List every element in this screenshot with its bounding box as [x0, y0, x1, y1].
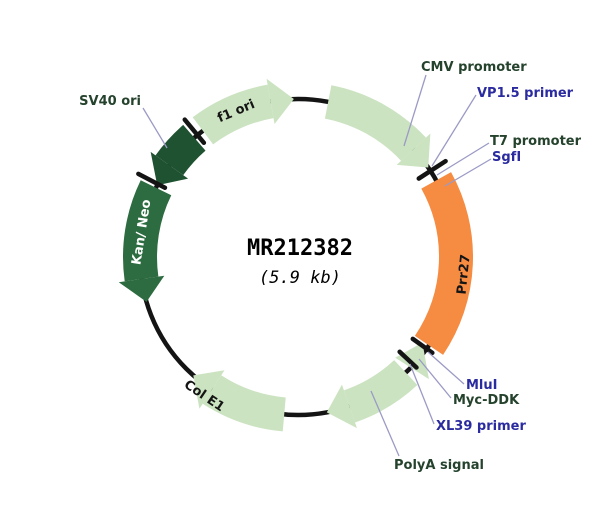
t7-promoter-leader-line: [436, 142, 490, 176]
cmv-promoter-label: CMV promoter: [421, 60, 527, 75]
kan-neo-arrowhead: [118, 275, 165, 302]
sgfi-site-leader-line: [444, 158, 492, 187]
cmv-promoter-band-band: [324, 85, 426, 162]
polya-signal-leader-line: [370, 390, 400, 457]
restriction-tick: [136, 171, 168, 190]
prr27-orf-band: [414, 172, 473, 355]
cmv-promoter-leader-line: [403, 74, 427, 147]
myc-ddk-label: Myc-DDK: [453, 393, 520, 408]
prr27-orf-label: Prr27: [455, 254, 474, 296]
vp15-primer-label: VP1.5 primer: [477, 86, 574, 101]
f1-ori-band: [192, 84, 274, 145]
restriction-tick: [410, 336, 435, 356]
cmv-promoter-band-arrowhead: [396, 133, 431, 168]
xl39-primer-leader-line: [409, 363, 435, 425]
plasmid-name: MR212382: [247, 236, 353, 261]
sv40-ori-label: SV40 ori: [79, 94, 141, 109]
restriction-tick: [397, 349, 419, 370]
sv40-ori-leader-line: [142, 107, 168, 149]
polya-band-arrowhead: [326, 384, 357, 429]
myc-ddk-leader-line: [418, 358, 452, 399]
xl39-primer-label: XL39 primer: [436, 419, 526, 434]
mlui-site-label: MluI: [466, 378, 497, 393]
polya-band-band: [343, 359, 418, 423]
plasmid-size: (5.9 kb): [259, 268, 341, 288]
kan-neo-band: [123, 180, 172, 282]
restriction-tick: [416, 158, 448, 181]
vp15-primer-leader-line: [431, 94, 477, 167]
polya-signal-label: PolyA signal: [394, 458, 484, 473]
sv40-ori-band-arrowhead: [150, 151, 189, 186]
mlui-site-leader-line: [427, 351, 465, 385]
t7-promoter-label: T7 promoter: [490, 134, 582, 149]
f1-ori-arrowhead: [266, 78, 294, 125]
restriction-tick: [182, 117, 207, 146]
sv40-ori-band-band: [155, 124, 206, 176]
sgfi-site-label: SgfI: [492, 150, 521, 165]
col-e1-arrowhead: [193, 370, 225, 409]
col-e1-band: [202, 375, 287, 432]
